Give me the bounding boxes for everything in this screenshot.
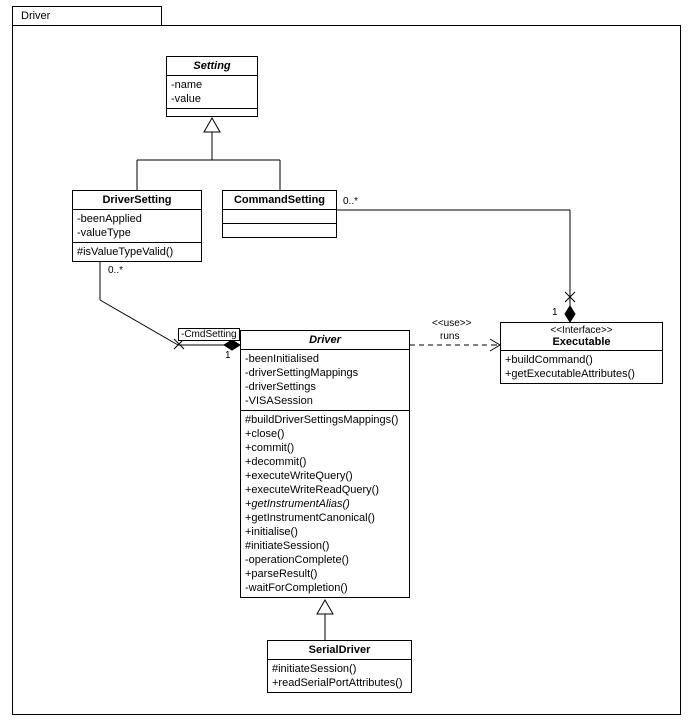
op: +decommit() (245, 455, 405, 469)
class-serialdriver-name: SerialDriver (268, 641, 411, 659)
class-commandsetting-ops (223, 223, 336, 237)
op: -waitForCompletion() (245, 581, 405, 595)
package-tab-label: Driver (21, 10, 50, 22)
class-executable-stereotype: <<Interface>> (505, 325, 658, 336)
class-driver-name: Driver (241, 331, 409, 349)
label-runs: runs (440, 331, 459, 342)
class-driversetting-attrs: -beenApplied -valueType (73, 209, 201, 242)
op: +initialise() (245, 525, 405, 539)
attr: -driverSettingMappings (245, 366, 405, 380)
class-executable-header: <<Interface>> Executable (501, 323, 662, 350)
class-serialdriver-ops: #initiateSession() +readSerialPortAttrib… (268, 659, 411, 692)
op: +buildCommand() (505, 353, 658, 367)
class-setting-ops (167, 108, 257, 116)
package-tab: Driver (12, 6, 162, 26)
op: #initiateSession() (245, 539, 405, 553)
class-driversetting-name: DriverSetting (73, 191, 201, 209)
op: +readSerialPortAttributes() (272, 676, 407, 690)
op: #isValueTypeValid() (77, 245, 197, 259)
label-zero-star-commandsetting: 0..* (343, 196, 358, 207)
op: -operationComplete() (245, 553, 405, 567)
class-commandsetting-name: CommandSetting (223, 191, 336, 209)
class-driver: Driver -beenInitialised -driverSettingMa… (240, 330, 410, 598)
class-executable: <<Interface>> Executable +buildCommand()… (500, 322, 663, 384)
label-one-executable: 1 (552, 307, 558, 318)
class-setting-attrs: -name -value (167, 75, 257, 108)
class-commandsetting: CommandSetting (222, 190, 337, 238)
label-use-stereo: <<use>> (432, 318, 471, 329)
attr: -valueType (77, 226, 197, 240)
class-serialdriver: SerialDriver #initiateSession() +readSer… (267, 640, 412, 693)
attr: -driverSettings (245, 380, 405, 394)
diagram-canvas: Driver Setting -name -value DriverSettin… (0, 0, 693, 720)
class-driver-attrs: -beenInitialised -driverSettingMappings … (241, 349, 409, 410)
op: +getInstrumentAlias() (245, 497, 405, 511)
class-setting: Setting -name -value (166, 56, 258, 117)
class-driversetting: DriverSetting -beenApplied -valueType #i… (72, 190, 202, 262)
class-commandsetting-attrs (223, 209, 336, 223)
class-executable-ops: +buildCommand() +getExecutableAttributes… (501, 350, 662, 383)
label-cmdsetting: -CmdSetting (178, 328, 240, 341)
op: +executeWriteQuery() (245, 469, 405, 483)
attr: -beenInitialised (245, 352, 405, 366)
op: +getInstrumentCanonical() (245, 511, 405, 525)
op: +parseResult() (245, 567, 405, 581)
class-setting-name: Setting (167, 57, 257, 75)
class-driversetting-ops: #isValueTypeValid() (73, 242, 201, 261)
op: +commit() (245, 441, 405, 455)
label-zero-star-driversetting: 0..* (108, 265, 123, 276)
attr: -VISASession (245, 394, 405, 408)
op: +getExecutableAttributes() (505, 367, 658, 381)
class-executable-name: Executable (505, 336, 658, 348)
op: #buildDriverSettingsMappings() (245, 413, 405, 427)
op: +executeWriteReadQuery() (245, 483, 405, 497)
attr: -beenApplied (77, 212, 197, 226)
attr: -value (171, 92, 253, 106)
op: #initiateSession() (272, 662, 407, 676)
op: +close() (245, 427, 405, 441)
label-one-driver: 1 (225, 350, 231, 361)
class-driver-ops: #buildDriverSettingsMappings() +close() … (241, 410, 409, 597)
attr: -name (171, 78, 253, 92)
